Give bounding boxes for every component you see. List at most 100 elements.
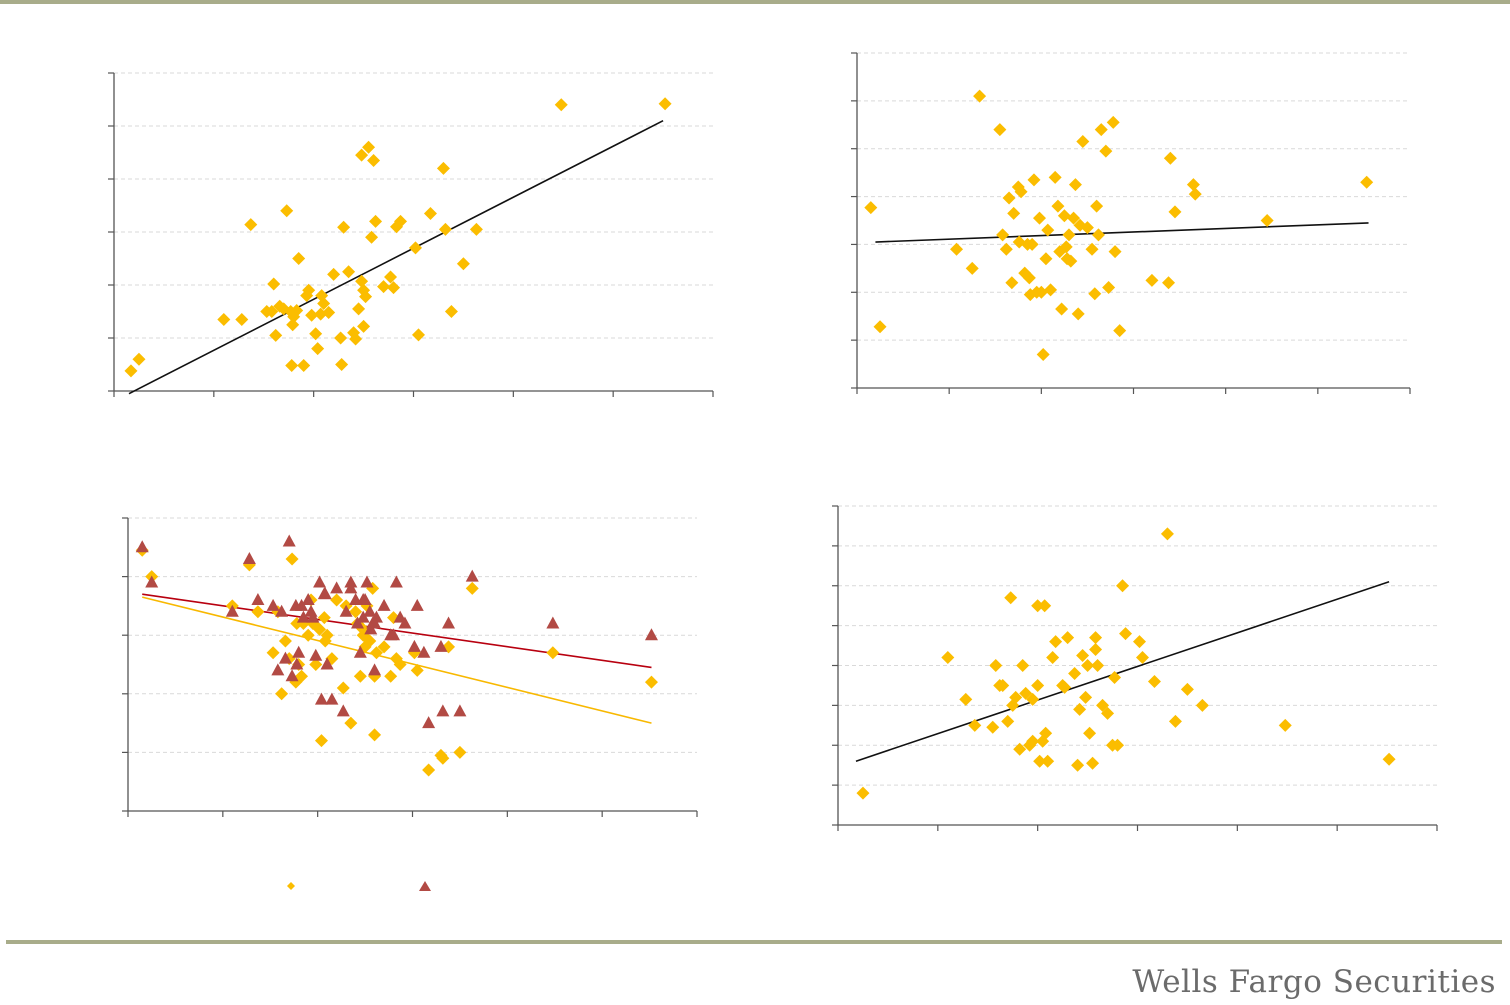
- data-point-diamond: [1147, 674, 1161, 688]
- data-point-diamond: [266, 646, 280, 660]
- data-point-diamond: [469, 222, 483, 236]
- data-point-diamond: [965, 261, 979, 275]
- data-point-triangle: [313, 575, 327, 588]
- data-point-diamond: [999, 242, 1013, 256]
- data-point-diamond: [1039, 726, 1053, 740]
- data-point-diamond: [1002, 191, 1016, 205]
- data-point-diamond: [1085, 242, 1099, 256]
- data-point-diamond: [864, 201, 878, 215]
- data-point-diamond: [1001, 714, 1015, 728]
- data-point-diamond: [313, 622, 327, 636]
- data-point-diamond: [1071, 758, 1085, 772]
- data-point-triangle: [377, 598, 391, 611]
- brand-wordmark: Wells Fargo Securities: [1132, 964, 1496, 1000]
- data-point-diamond: [1163, 151, 1177, 165]
- data-point-triangle: [292, 645, 306, 658]
- data-point-diamond: [986, 720, 1000, 734]
- top-rule: [0, 0, 1510, 4]
- data-point-diamond: [1067, 211, 1081, 225]
- data-point-triangle: [353, 645, 367, 658]
- data-point-diamond: [968, 718, 982, 732]
- data-point-diamond: [1135, 651, 1149, 665]
- data-point-diamond: [1038, 599, 1052, 613]
- data-point-diamond: [1113, 324, 1127, 338]
- data-point-diamond: [278, 634, 292, 648]
- data-point-diamond: [387, 281, 401, 295]
- data-point-diamond: [330, 593, 344, 607]
- data-point-diamond: [410, 663, 424, 677]
- data-point-triangle: [135, 540, 149, 553]
- legend-marker-triangle: [419, 881, 431, 891]
- data-point-diamond: [368, 728, 382, 742]
- data-point-diamond: [1061, 631, 1075, 645]
- data-point-triangle: [360, 575, 374, 588]
- data-point-diamond: [1180, 682, 1194, 696]
- data-point-triangle: [314, 692, 328, 705]
- data-point-diamond: [1049, 635, 1063, 649]
- data-point-diamond: [434, 748, 448, 762]
- data-point-diamond: [1278, 718, 1292, 732]
- data-point-diamond: [941, 651, 955, 665]
- data-point-triangle: [339, 604, 353, 617]
- data-point-diamond: [286, 318, 300, 332]
- data-point-diamond: [269, 328, 283, 342]
- data-point-diamond: [1106, 115, 1120, 129]
- data-point-diamond: [1108, 245, 1122, 259]
- data-point-diamond: [1048, 170, 1062, 184]
- data-point-diamond: [1091, 659, 1105, 672]
- data-point-diamond: [422, 763, 436, 777]
- data-point-diamond: [1168, 205, 1182, 219]
- data-point-diamond: [1058, 680, 1072, 694]
- data-point-diamond: [989, 659, 1003, 672]
- data-point-diamond: [1080, 221, 1094, 235]
- data-point-triangle: [364, 622, 378, 635]
- data-point-diamond: [1013, 742, 1027, 756]
- data-point-triangle: [644, 628, 658, 641]
- data-point-triangle: [356, 593, 370, 606]
- data-point-diamond: [357, 319, 371, 333]
- data-point-diamond: [1068, 178, 1082, 192]
- data-point-diamond: [305, 308, 319, 322]
- data-point-diamond: [1007, 206, 1021, 220]
- data-point-diamond: [1068, 666, 1082, 680]
- data-point-diamond: [1039, 252, 1053, 266]
- data-point-diamond: [280, 204, 294, 218]
- data-point-diamond: [1064, 254, 1078, 268]
- data-point-diamond: [309, 327, 323, 341]
- data-point-diamond: [1186, 178, 1200, 192]
- data-point-triangle: [296, 610, 310, 623]
- data-point-triangle: [389, 575, 403, 588]
- data-point-diamond: [309, 658, 323, 671]
- data-point-diamond: [318, 634, 332, 648]
- data-point-diamond: [554, 98, 568, 112]
- data-point-diamond: [1079, 690, 1093, 704]
- data-point-diamond: [285, 359, 299, 373]
- data-point-triangle: [417, 645, 431, 658]
- data-point-diamond: [1160, 527, 1174, 541]
- data-point-diamond: [1031, 599, 1045, 613]
- data-point-diamond: [1071, 307, 1085, 321]
- data-point-triangle: [368, 663, 382, 676]
- data-point-diamond: [369, 214, 383, 228]
- data-point-diamond: [327, 267, 341, 281]
- data-point-diamond: [658, 97, 672, 111]
- data-point-diamond: [1091, 228, 1105, 242]
- data-point-diamond: [1005, 276, 1019, 290]
- data-point-triangle: [266, 598, 280, 611]
- data-point-diamond: [1041, 754, 1055, 768]
- data-point-triangle: [304, 604, 318, 617]
- data-point-diamond: [292, 252, 306, 265]
- data-point-diamond: [996, 678, 1010, 692]
- data-point-triangle: [422, 716, 436, 729]
- data-point-diamond: [311, 342, 325, 356]
- data-point-diamond: [377, 640, 391, 654]
- data-point-diamond: [444, 305, 458, 318]
- data-point-diamond: [950, 242, 964, 256]
- data-point-diamond: [1026, 734, 1040, 748]
- data-point-triangle: [344, 581, 358, 594]
- data-point-diamond: [993, 123, 1007, 137]
- data-point-diamond: [1086, 756, 1100, 770]
